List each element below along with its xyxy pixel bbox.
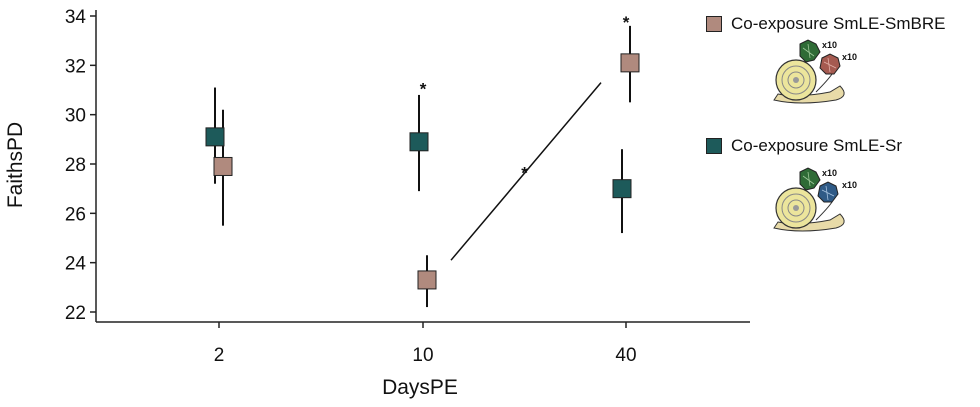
legend-swatch-smbre: [706, 16, 722, 32]
y-tick-label: 22: [65, 303, 86, 324]
y-tick-label: 28: [65, 155, 86, 176]
y-axis-title: FaithsPD: [4, 122, 27, 208]
y-tick-label: 24: [65, 254, 87, 275]
snail-sr-badge-2: x10: [842, 180, 857, 190]
significance-marker: *: [623, 13, 630, 32]
y-tick-label: 34: [65, 7, 87, 28]
data-point: [621, 54, 639, 72]
data-point: [418, 271, 436, 289]
y-tick-label: 30: [65, 106, 86, 127]
legend-item-smbre: Co-exposure SmLE-SmBRE: [706, 14, 945, 34]
axes: 22 24 26 28 30 32 34 2 10 40: [65, 7, 750, 366]
snail-smbre-badge-1: x10: [822, 40, 837, 50]
x-tick-label: 40: [615, 345, 636, 366]
legend-label-sr: Co-exposure SmLE-Sr: [731, 136, 902, 156]
significance-marker: *: [521, 163, 528, 182]
data-point: [214, 157, 232, 175]
legend-label-smbre: Co-exposure SmLE-SmBRE: [731, 14, 945, 34]
snail-smbre-icon: x10 x10: [770, 36, 870, 108]
data-point: [613, 180, 631, 198]
snail-smbre-badge-2: x10: [842, 52, 857, 62]
snail-sr-icon: x10 x10: [770, 164, 870, 236]
marks: * * *: [206, 13, 639, 307]
x-tick-label: 10: [412, 345, 433, 366]
x-axis-title: DaysPE: [382, 376, 458, 399]
snail-sr-badge-1: x10: [822, 168, 837, 178]
y-tick-label: 26: [65, 204, 86, 225]
data-point: [206, 128, 224, 146]
legend-swatch-sr: [706, 138, 722, 154]
y-tick-label: 32: [65, 56, 86, 77]
significance-marker: *: [420, 80, 427, 99]
data-point: [410, 133, 428, 151]
legend-item-sr: Co-exposure SmLE-Sr: [706, 136, 902, 156]
x-tick-label: 2: [214, 345, 225, 366]
